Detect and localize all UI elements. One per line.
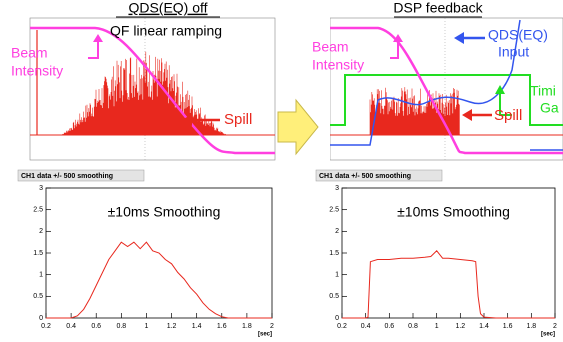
arrow (278, 100, 318, 154)
beam-label: Beam (11, 45, 48, 61)
y-tick-label: 2 (39, 228, 43, 235)
scope-left (30, 18, 275, 160)
panel-subtitle: QF linear ramping (110, 23, 222, 39)
x-tick-label: 0.6 (384, 323, 394, 330)
y-tick-label: 1 (335, 272, 339, 279)
x-tick-label: 0.4 (66, 323, 76, 330)
spill-label: Spill (494, 107, 522, 124)
chart-title: ±10ms Smoothing (108, 204, 221, 220)
slide: QDS(EQ) off QF linear ramping Beam Inten… (0, 0, 563, 342)
x-axis-label: [sec] (541, 332, 555, 338)
x-tick-label: 0.2 (41, 323, 51, 330)
x-tick-label: 1 (435, 323, 439, 330)
x-tick-label: 2 (270, 323, 274, 330)
chart-header: CH1 data +/- 500 smoothing (21, 173, 113, 180)
input-label: QDS(EQ) (488, 27, 548, 43)
x-tick-label: 0.4 (361, 323, 371, 330)
y-tick-label: 2 (335, 228, 339, 235)
y-tick-label: 3 (335, 185, 339, 192)
x-tick-label: 0.2 (337, 323, 347, 330)
gate-label: Ga (540, 100, 559, 116)
beam-label: Beam (312, 39, 349, 55)
chart-title: ±10ms Smoothing (397, 204, 510, 220)
x-tick-label: 1.2 (167, 323, 177, 330)
x-tick-label: 1.6 (217, 323, 227, 330)
y-tick-label: 0 (39, 315, 43, 322)
x-tick-label: 1.8 (242, 323, 252, 330)
x-tick-label: 0.8 (116, 323, 126, 330)
x-tick-label: 1.8 (526, 323, 536, 330)
spill-label: Spill (224, 111, 252, 128)
line (342, 251, 555, 318)
chart-header: CH1 data +/- 500 smoothing (319, 173, 411, 180)
y-tick-label: 1.5 (329, 250, 339, 257)
x-tick-label: 0.6 (91, 323, 101, 330)
y-tick-label: 0 (335, 315, 339, 322)
line (46, 242, 272, 318)
x-tick-label: 1 (144, 323, 148, 330)
y-tick-label: 2.5 (33, 207, 43, 214)
x-tick-label: 2 (553, 323, 557, 330)
panel-title: DSP feedback (393, 0, 483, 16)
beam-label: Intensity (11, 63, 63, 79)
y-tick-label: 3 (39, 185, 43, 192)
y-tick-label: 2.5 (329, 207, 339, 214)
panel-title: QDS(EQ) off (128, 0, 207, 16)
x-tick-label: 0.8 (408, 323, 418, 330)
input-label: Input (498, 44, 529, 60)
x-tick-label: 1.6 (503, 323, 513, 330)
y-tick-label: 1.5 (33, 250, 43, 257)
y-tick-label: 0.5 (33, 293, 43, 300)
x-axis-label: [sec] (258, 332, 272, 338)
y-tick-label: 0.5 (329, 293, 339, 300)
gate-label: Timi (530, 83, 556, 99)
x-tick-label: 1.4 (192, 323, 202, 330)
x-tick-label: 1.2 (455, 323, 465, 330)
beam-label: Intensity (312, 57, 364, 73)
y-tick-label: 1 (39, 272, 43, 279)
x-tick-label: 1.4 (479, 323, 489, 330)
